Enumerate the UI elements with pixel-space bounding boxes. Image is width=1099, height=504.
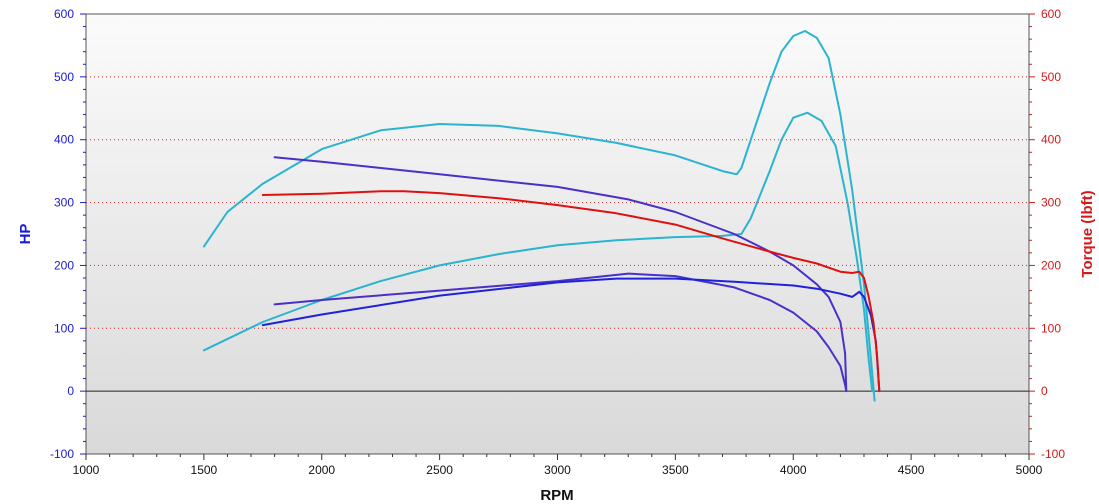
y-tick-label-right: 500 <box>1041 70 1061 84</box>
x-tick-label: 3000 <box>544 463 571 477</box>
y-tick-label-left: -100 <box>50 447 74 461</box>
series-line-5 <box>261 277 881 393</box>
y-tick-label-left: 100 <box>54 321 74 335</box>
y-tick-label-left: 500 <box>54 70 74 84</box>
y-tick-label-left: 0 <box>67 384 74 398</box>
x-tick-label: 4000 <box>780 463 807 477</box>
y-tick-label-right: -100 <box>1041 447 1065 461</box>
series-line-6 <box>261 190 881 393</box>
y-tick-label-right: 300 <box>1041 196 1061 210</box>
x-tick-label: 5000 <box>1016 463 1043 477</box>
y-axis-title-left: HP <box>17 224 34 245</box>
x-tick-label: 2500 <box>426 463 453 477</box>
y-tick-label-right: 200 <box>1041 258 1061 272</box>
y-tick-label-right: 400 <box>1041 133 1061 147</box>
y-tick-label-right: 600 <box>1041 7 1061 21</box>
series-line-4 <box>273 272 848 393</box>
y-tick-labels-right: -100 0 100 200 300 400 500 600 <box>1041 7 1065 461</box>
x-tick-labels: 1000 1500 2000 2500 3000 3500 4000 4500 5000 <box>73 463 1043 477</box>
y-tick-label-left: 600 <box>54 7 74 21</box>
x-axis-title: RPM <box>540 487 573 504</box>
y-tick-label-left: 300 <box>54 196 74 210</box>
x-tick-label: 4500 <box>898 463 925 477</box>
x-tick-label: 3500 <box>662 463 689 477</box>
series-line-1 <box>202 30 876 402</box>
y-tick-labels-left: -100 0 100 200 300 400 500 600 <box>50 7 74 461</box>
series-line-3 <box>273 156 848 393</box>
x-tick-label: 2000 <box>308 463 335 477</box>
y-tick-label-right: 0 <box>1041 384 1048 398</box>
x-tick-label: 1500 <box>191 463 218 477</box>
x-tick-label: 1000 <box>73 463 100 477</box>
minor-ticks <box>80 13 1035 460</box>
y-tick-label-right: 100 <box>1041 321 1061 335</box>
plot-area <box>85 13 1030 455</box>
y-tick-label-left: 200 <box>54 258 74 272</box>
series-group <box>202 30 881 402</box>
y-tick-label-left: 400 <box>54 133 74 147</box>
series-line-2 <box>202 111 874 393</box>
y-axis-title-right: Torque (lbft) <box>1079 190 1096 277</box>
